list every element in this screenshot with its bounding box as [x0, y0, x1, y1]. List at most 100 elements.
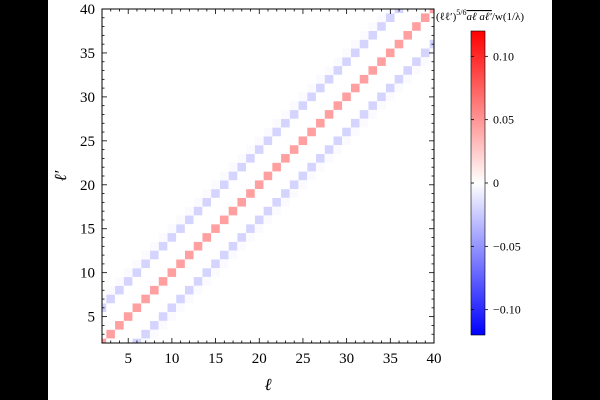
heatmap-cell [420, 57, 430, 66]
heatmap-cell [193, 285, 203, 295]
heatmap-cell [132, 268, 142, 277]
heatmap-cell [359, 74, 369, 84]
heatmap-cell [420, 13, 430, 22]
heatmap-cell [211, 180, 220, 189]
heatmap-cell [351, 83, 360, 93]
heatmap-cell [202, 189, 212, 198]
heatmap-cell [150, 321, 159, 330]
heatmap-cell [185, 250, 194, 260]
y-tick-label: 25 [80, 134, 95, 150]
heatmap-cell [359, 31, 369, 40]
heatmap-cell [281, 189, 290, 198]
y-axis: 5 10 15 20 25 30 35 40 [80, 2, 434, 335]
x-tick-label: 20 [252, 351, 267, 367]
colorbar-tick-label: −0.10 [493, 303, 521, 317]
heatmap-cell [211, 224, 220, 233]
heatmap-cell [394, 39, 404, 49]
heatmap-cell [246, 233, 255, 242]
heatmap-cell [254, 180, 264, 189]
colorbar-tick-label: 0 [493, 176, 499, 190]
heatmap-cell [202, 277, 212, 286]
heatmap-cell [141, 259, 150, 269]
colorbar-title: (ℓℓ′)5/6aℓ aℓ′/w(1/λ) [436, 8, 524, 23]
heatmap-cell [263, 127, 273, 137]
heatmap-cell [219, 259, 229, 269]
heatmap-cell [141, 250, 150, 260]
heatmap-cell [377, 57, 386, 66]
heatmap-cells [102, 9, 434, 343]
heatmap-cell [123, 268, 133, 277]
heatmap-cell [324, 154, 334, 163]
heatmap-cell [412, 66, 421, 75]
heatmap-cell [403, 74, 412, 84]
heatmap-cell [246, 145, 255, 154]
heatmap-cell [351, 127, 360, 137]
heatmap-cell [385, 48, 395, 58]
heatmap-cell [377, 92, 386, 102]
heatmap-cell [385, 83, 395, 93]
heatmap-cell [167, 233, 177, 242]
y-tick-label: 20 [80, 178, 95, 194]
heatmap-cell [185, 294, 194, 304]
heatmap-cell [237, 241, 246, 251]
heatmap-cell [150, 250, 159, 260]
heatmap-cell [307, 162, 316, 172]
heatmap-cell [176, 215, 185, 225]
heatmap-cell [272, 198, 281, 207]
heatmap-cell [193, 241, 203, 251]
heatmap-cell [403, 31, 412, 40]
heatmap-cell [298, 171, 308, 181]
x-tick-label: 5 [124, 351, 132, 367]
heatmap-cell [342, 127, 351, 137]
heatmap-cell [307, 171, 316, 181]
heatmap-cell [193, 206, 203, 216]
heatmap-cell [412, 22, 421, 31]
heatmap-cell [359, 118, 369, 128]
heatmap-cell [237, 162, 246, 172]
heatmap-cell [412, 57, 421, 66]
heatmap-chart: 5 10 15 20 25 30 35 40 5 10 15 20 25 30 35 40 ℓ ℓ′ 0.1… [51, 2, 524, 394]
heatmap-cell [158, 241, 168, 251]
heatmap-cell [263, 215, 273, 225]
heatmap-cell [377, 13, 386, 22]
heatmap-cell [246, 224, 255, 233]
heatmap-cell [377, 101, 386, 110]
heatmap-cell [167, 224, 177, 233]
heatmap-cell [263, 136, 273, 146]
heatmap-cell [289, 189, 299, 198]
heatmap-cell [289, 110, 299, 119]
heatmap-cell [211, 259, 220, 269]
heatmap-cell [281, 154, 290, 163]
heatmap-cell [132, 303, 142, 313]
heatmap-cell [202, 198, 212, 207]
heatmap-cell [333, 101, 343, 110]
colorbar-tick-label: 0.10 [493, 49, 514, 63]
heatmap-cell [228, 171, 238, 181]
heatmap-cell [150, 285, 159, 295]
heatmap-cell [150, 241, 159, 251]
heatmap-cell [307, 92, 316, 102]
heatmap-cell [150, 329, 159, 339]
heatmap-cell [377, 22, 386, 31]
heatmap-cell [158, 312, 168, 321]
heatmap-cell [123, 277, 133, 286]
heatmap-cell [176, 303, 185, 313]
heatmap-cell [359, 110, 369, 119]
chart-canvas: 5 10 15 20 25 30 35 40 5 10 15 20 25 30 35 40 ℓ ℓ′ 0.1… [48, 0, 552, 400]
heatmap-cell [298, 180, 308, 189]
heatmap-cell [368, 66, 378, 75]
heatmap-cell [141, 329, 150, 339]
heatmap-cell [281, 198, 290, 207]
heatmap-cell [324, 74, 334, 84]
heatmap-cell [219, 215, 229, 225]
heatmap-cell [307, 83, 316, 93]
heatmap-cell [368, 31, 378, 40]
heatmap-cell [316, 154, 325, 163]
x-axis-label: ℓ [264, 375, 271, 394]
heatmap-cell [263, 206, 273, 216]
heatmap-cell [176, 259, 185, 269]
heatmap-cell [394, 74, 404, 84]
y-tick-label: 10 [80, 266, 95, 282]
colorbar-title-main: (ℓℓ′) [436, 11, 457, 23]
heatmap-cell [351, 39, 360, 49]
